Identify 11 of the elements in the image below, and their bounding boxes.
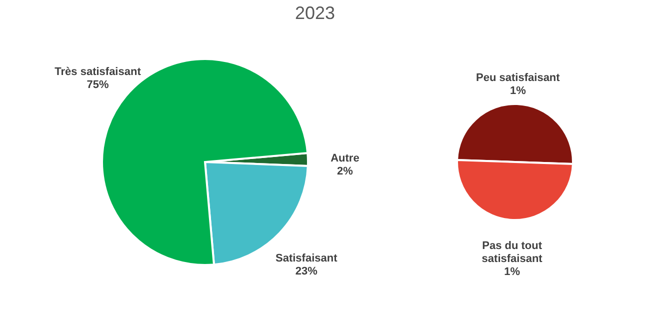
chart-title: 2023 [294, 3, 336, 23]
slice-label: Peu satisfaisant [476, 72, 560, 84]
slice-label: Pas du tout satisfaisant [482, 240, 543, 265]
data-label: 2% [337, 166, 354, 178]
data-label: 1% [504, 266, 520, 278]
slice-label: Très satisfaisant [54, 66, 142, 78]
data-label: 23% [295, 266, 318, 278]
data-label: 1% [510, 85, 526, 98]
slice-label: Satisfaisant [276, 252, 338, 265]
slice-label: Autre [330, 152, 360, 165]
data-label: 75% [86, 79, 109, 92]
